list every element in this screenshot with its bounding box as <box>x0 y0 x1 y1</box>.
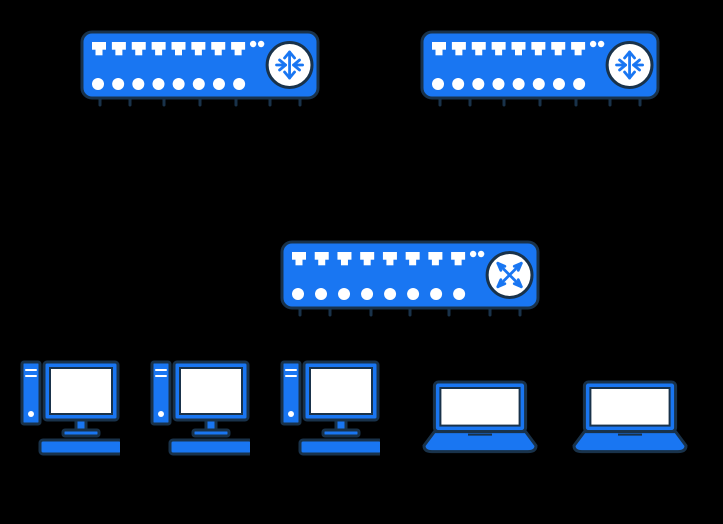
laptop-icon <box>570 380 690 460</box>
switch-icon <box>280 240 540 318</box>
desktop-icon <box>20 360 120 460</box>
desktop-icon <box>280 360 380 460</box>
desktop-icon <box>150 360 250 460</box>
router-icon <box>420 30 660 108</box>
router-icon <box>80 30 320 108</box>
laptop-icon <box>420 380 540 460</box>
